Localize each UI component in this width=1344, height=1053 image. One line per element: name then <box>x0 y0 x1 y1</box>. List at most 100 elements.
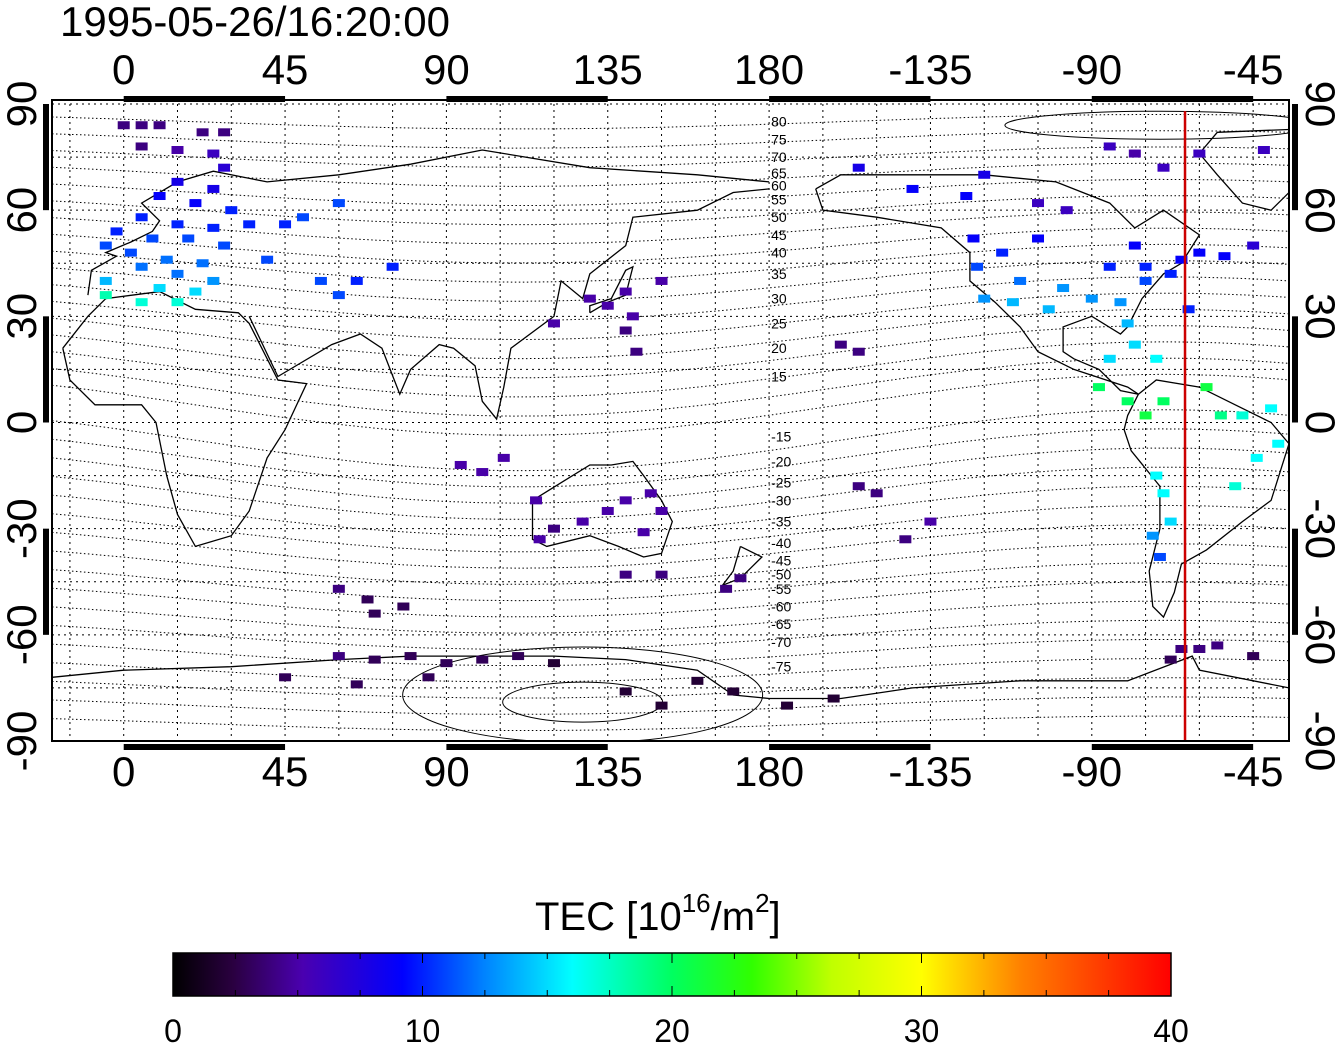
tec-point <box>207 223 220 232</box>
colorbar-ticks: 0 10 20 30 40 <box>164 953 1189 1049</box>
axis-tick-labels: 0045459090135135180180-135-135-90-90-45-… <box>0 46 1344 795</box>
tec-point <box>476 468 489 477</box>
tec-point <box>135 142 148 151</box>
magnetic-label: 55 <box>771 192 787 208</box>
tec-point <box>1200 383 1213 392</box>
magnetic-contour <box>52 130 1289 149</box>
top-lon-label: 0 <box>112 46 135 93</box>
tec-point <box>99 291 112 300</box>
magnetic-label: 15 <box>771 368 787 384</box>
right-axis-bar <box>1292 528 1298 635</box>
tec-point <box>476 655 489 664</box>
tec-point <box>1218 252 1231 261</box>
tec-point <box>978 294 991 303</box>
tec-point <box>870 489 883 498</box>
tec-point <box>153 284 166 293</box>
left-axis-bar <box>43 528 49 635</box>
magnetic-label: -70 <box>771 634 791 650</box>
tec-point <box>218 163 231 172</box>
tec-point <box>530 496 543 505</box>
left-lat-label: -30 <box>0 498 45 559</box>
magnetic-contour <box>52 178 1289 206</box>
tec-point <box>117 121 130 130</box>
plot-title: 1995-05-26/16:20:00 <box>60 0 450 45</box>
tec-point <box>189 199 202 208</box>
coast-asia-south <box>248 188 770 421</box>
tec-point <box>1247 241 1260 250</box>
tec-point <box>332 652 345 661</box>
top-axis-bar <box>123 96 286 102</box>
tec-point <box>1103 142 1116 151</box>
colorbar-title-mid: /m <box>711 895 755 939</box>
magnetic-contour <box>52 341 1289 398</box>
magnetic-pole-north <box>1004 110 1289 140</box>
tec-point <box>1193 149 1206 158</box>
tec-point <box>533 535 546 544</box>
tec-point <box>1257 146 1270 155</box>
tec-point <box>189 287 202 296</box>
tec-point <box>332 584 345 593</box>
bottom-axis-bar <box>123 744 286 750</box>
magnetic-label: -65 <box>771 616 791 632</box>
tec-point <box>1164 269 1177 278</box>
tec-point <box>1006 298 1019 307</box>
right-lat-label: 90 <box>1297 81 1344 128</box>
right-lat-label: -60 <box>1297 604 1344 665</box>
magnetic-contour <box>52 524 1289 569</box>
magnetic-contour <box>52 639 1289 667</box>
tec-point <box>655 570 668 579</box>
tec-point <box>332 199 345 208</box>
tec-point <box>1014 276 1027 285</box>
left-axis-bar <box>43 104 49 211</box>
tec-point <box>1272 439 1285 448</box>
tec-point <box>899 535 912 544</box>
right-lat-label: -90 <box>1297 711 1344 772</box>
coast-eurasia <box>87 149 770 296</box>
magnetic-contour <box>52 581 1289 618</box>
magnetic-contour <box>52 227 1289 264</box>
left-axis-bar <box>43 316 49 423</box>
tec-point <box>207 276 220 285</box>
tec-point <box>1114 298 1127 307</box>
tec-point <box>1042 305 1055 314</box>
magnetic-latitude-contours <box>52 110 1289 742</box>
tec-point <box>296 213 309 222</box>
coast-africa <box>62 290 308 548</box>
tec-point <box>386 262 399 271</box>
tec-point <box>619 570 632 579</box>
top-axis-bar <box>446 96 608 102</box>
tec-point <box>99 276 112 285</box>
tec-point <box>852 482 865 491</box>
magnetic-label: 40 <box>771 245 787 261</box>
plot-border <box>51 99 1290 742</box>
tec-point <box>1139 262 1152 271</box>
magnetic-label: -45 <box>771 553 791 569</box>
tec-point <box>720 584 733 593</box>
tec-point <box>279 220 292 229</box>
tec-point <box>422 673 435 682</box>
tec-point <box>583 294 596 303</box>
magnetic-contour <box>52 696 1289 715</box>
tec-point <box>512 652 525 661</box>
tec-point <box>361 595 374 604</box>
tec-point <box>655 276 668 285</box>
tec-point <box>261 255 274 264</box>
left-lat-label: -90 <box>0 711 45 772</box>
tec-point <box>1150 471 1163 480</box>
tec-point <box>218 128 231 137</box>
magnetic-label: 20 <box>771 340 787 356</box>
magnetic-label: -40 <box>771 535 791 551</box>
tec-point <box>547 319 560 328</box>
tec-point <box>1175 255 1188 264</box>
tec-point <box>135 298 148 307</box>
magnetic-contour <box>52 562 1289 602</box>
magnetic-label: 30 <box>771 291 787 307</box>
magnetic-label: 35 <box>771 266 787 282</box>
tec-point <box>1121 319 1134 328</box>
tec-point <box>1193 644 1206 653</box>
magnetic-contour <box>52 211 1289 245</box>
magnetic-label: -30 <box>771 492 791 508</box>
tec-point <box>1164 655 1177 664</box>
right-axis-bar <box>1292 104 1298 211</box>
tec-point <box>153 192 166 201</box>
